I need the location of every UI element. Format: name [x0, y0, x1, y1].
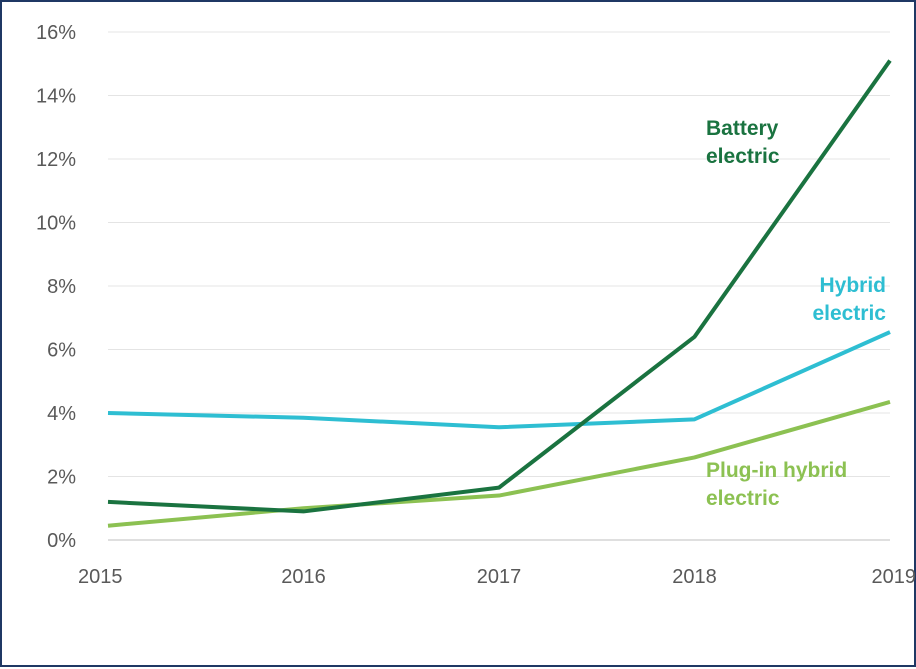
series-label-line: Plug-in hybrid — [706, 459, 847, 482]
series-label-line: Hybrid — [819, 274, 886, 297]
y-tick-label: 10% — [36, 213, 76, 235]
series-label-line: electric — [706, 487, 780, 510]
series-label: Plug-in hybrid electric — [706, 459, 847, 510]
y-tick-label: 16% — [36, 22, 76, 44]
y-tick-label: 6% — [47, 340, 76, 362]
y-tick-label: 8% — [47, 276, 76, 298]
y-tick-label: 12% — [36, 149, 76, 171]
x-axis-ticks: 2015 2016 2017 2018 2019 — [78, 566, 916, 588]
y-tick-label: 14% — [36, 86, 76, 108]
series-label-line: electric — [812, 302, 886, 325]
y-axis-ticks: 0% 2% 4% 6% 8% 10% 12% 14% 16% — [36, 22, 76, 552]
x-tick-label: 2017 — [477, 566, 522, 588]
series-label: Battery electric — [706, 117, 780, 168]
y-tick-label: 0% — [47, 530, 76, 552]
series-label-line: electric — [706, 145, 780, 168]
x-tick-label: 2018 — [672, 566, 717, 588]
series-label-line: Battery — [706, 117, 779, 140]
series-label: Hybrid electric — [812, 274, 886, 325]
x-tick-label: 2019 — [872, 566, 916, 588]
x-tick-label: 2015 — [78, 566, 123, 588]
y-tick-label: 4% — [47, 403, 76, 425]
x-tick-label: 2016 — [281, 566, 326, 588]
y-tick-label: 2% — [47, 467, 76, 489]
